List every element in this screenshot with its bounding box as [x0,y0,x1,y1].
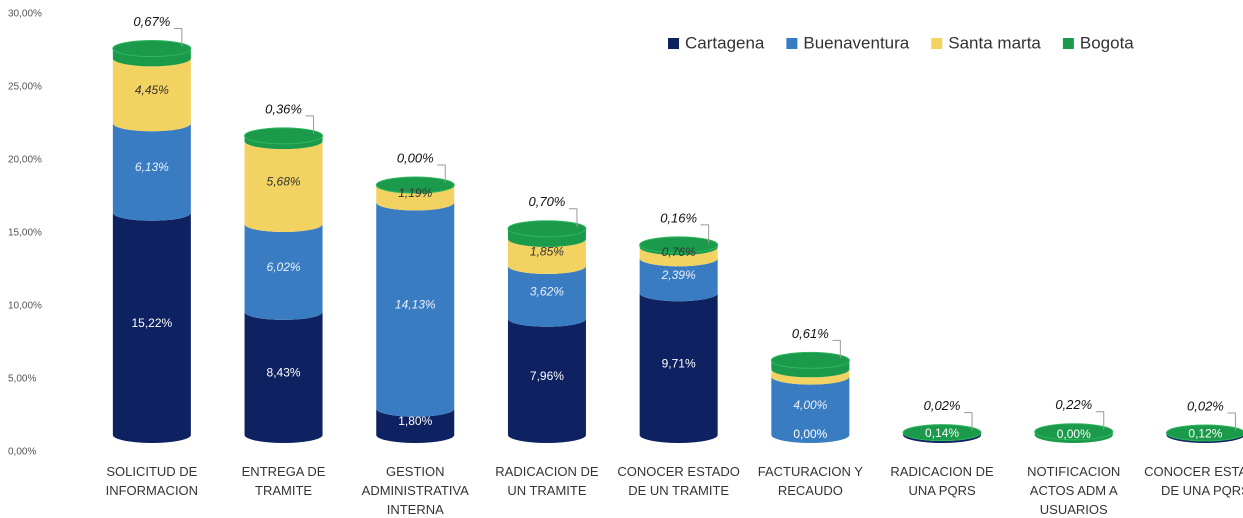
cylinder-top [112,40,192,58]
data-label: 6,02% [267,260,301,274]
data-label: 9,71% [662,356,696,370]
data-label: 14,13% [395,298,436,312]
cylinder-segment [112,123,191,221]
data-label: 0,70% [529,194,566,209]
leader-line [1227,412,1236,431]
legend-swatch [668,38,679,49]
cylinder-top [507,220,587,238]
cylinder-segment [112,212,191,443]
legend-swatch [1062,38,1074,49]
data-label: 0,16% [660,210,697,225]
data-label: 0,12% [1188,426,1222,440]
leader-line [568,208,578,227]
y-tick-label: 30,00% [8,9,42,20]
data-label: 5,68% [267,175,301,189]
cylinder-segment [771,376,850,443]
data-label: 7,96% [530,369,564,383]
legend-swatch [786,38,798,49]
x-tick-label: RADICACION DE UN TRAMITE [495,464,599,498]
cylinder-top [770,351,850,369]
leader-line [173,28,183,47]
x-tick-label: CONOCER ESTADO DE UNA PQRS [1144,464,1243,498]
data-label: 0,00% [1057,427,1091,441]
cylinder-segment [639,258,718,302]
x-tick-label: RADICACION DE UNA PQRS [890,464,994,498]
cylinder-top [1034,423,1114,441]
cylinder-segment [639,247,718,267]
data-label: 8,43% [267,366,301,380]
cylinder-segment [244,311,323,443]
cylinder-segment [639,293,718,443]
x-tick-label: SOLICITUD DE INFORMACION [105,464,199,498]
cylinder-segment [507,265,586,327]
x-tick-label: GESTION ADMINISTRATIVA INTERNA [361,464,469,517]
y-tick-label: 15,00% [8,228,42,239]
cylinder-segment [507,238,586,274]
cylinder-segment [771,369,850,385]
data-label: 0,00% [397,150,434,165]
data-label: 3,62% [530,285,564,299]
y-tick-label: 10,00% [8,301,42,312]
leader-line [964,412,973,431]
cylinder-top [375,176,455,194]
cylinder-top [244,127,324,145]
data-label: 1,85% [530,245,564,259]
data-label: 15,22% [131,316,172,330]
legend-label: Buenaventura [803,33,909,52]
leader-line [305,115,315,134]
leader-line [1095,411,1105,430]
data-label: 2,39% [661,268,696,282]
legend-label: Bogota [1080,33,1134,52]
cylinder-top [1165,424,1243,442]
data-label: 0,02% [1187,398,1224,413]
cylinder-segment [376,202,455,417]
y-tick-label: 20,00% [8,155,42,166]
cylinder-segment [903,432,982,443]
legend-label: Santa marta [948,33,1041,52]
cylinder-top [639,236,719,254]
data-label: 0,67% [133,14,170,29]
legend-label: Cartagena [685,33,765,52]
cylinder-segment [1034,431,1113,443]
data-label: 0,14% [925,426,959,440]
leader-line [437,164,446,184]
data-label: 0,76% [662,245,696,259]
cylinder-segment [244,224,323,320]
data-label: 0,02% [924,398,961,413]
cylinder-segment [244,141,323,233]
data-label: 1,19% [398,186,432,200]
leader-line [832,339,841,359]
cylinder-segment [507,228,586,247]
legend-swatch [931,38,943,49]
x-tick-label: NOTIFICACION ACTOS ADM A USUARIOS [1027,464,1121,517]
data-label: 0,36% [265,101,302,116]
data-label: 0,00% [793,427,827,441]
x-tick-label: FACTURACION Y RECAUDO [757,464,863,498]
y-tick-label: 25,00% [8,82,42,93]
data-label: 4,00% [793,398,827,412]
data-label: 0,22% [1055,397,1092,412]
cylinder-segment [112,58,191,132]
cylinder-segment [639,244,718,256]
cylinder-segment [112,48,191,67]
cylinder-top [902,424,982,442]
data-label: 1,80% [398,414,432,428]
y-tick-label: 0,00% [8,447,36,458]
cylinder-segment [376,185,455,211]
cylinder-segment [507,318,586,443]
x-tick-label: ENTREGA DE TRAMITE [241,464,326,498]
cylinder-segment [1166,433,1243,443]
leader-line [700,224,710,243]
cylinder-segment [376,408,455,443]
x-tick-label: CONOCER ESTADO DE UN TRAMITE [617,464,740,498]
y-tick-label: 5,00% [8,374,36,385]
data-label: 6,13% [135,160,169,174]
cylinder-segment [244,135,323,150]
data-label: 4,45% [135,83,169,97]
data-label: 0,61% [792,326,829,341]
